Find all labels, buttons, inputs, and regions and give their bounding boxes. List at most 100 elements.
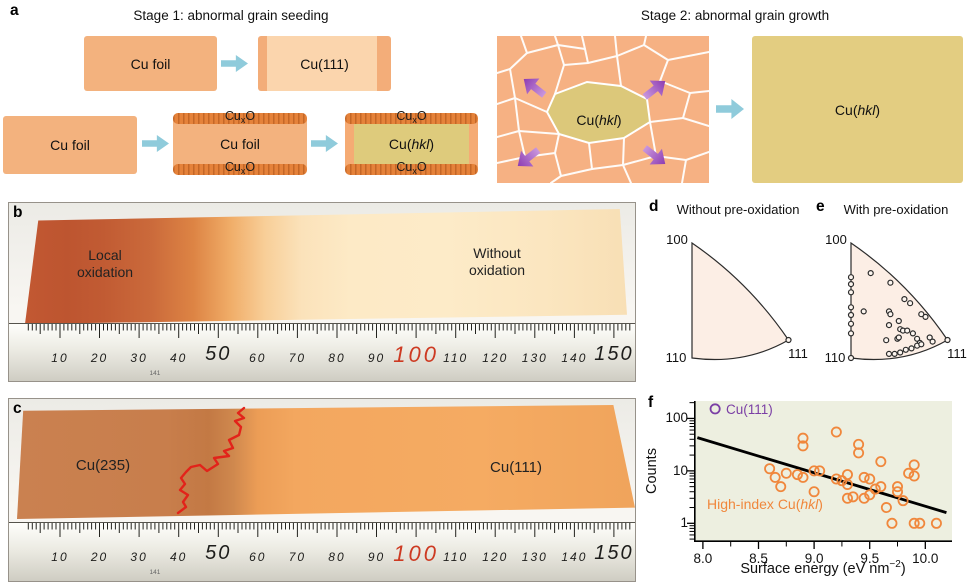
process-arrow-icon (311, 135, 338, 152)
x-tick-label: 10.0 (912, 551, 939, 566)
orientation-point (847, 320, 855, 327)
orientation-point (887, 311, 894, 318)
panel-a-label: a (10, 2, 19, 19)
cuxo-layer-bottom (345, 164, 478, 175)
orientation-points (847, 269, 951, 362)
panel-d-label: d (649, 198, 659, 215)
ruler-number: 120 (482, 351, 509, 365)
orientation-point (918, 311, 925, 318)
cuhkl-grown-box: Cu(hkl) (752, 36, 963, 183)
orientation-point (944, 336, 951, 344)
y-tick-label: 1 (680, 515, 688, 531)
oxidized-cu-foil-box: Cu foil CuxO CuxO (173, 109, 307, 176)
cu-foil-box-2: Cu foil (3, 116, 137, 174)
orientation-point (906, 300, 914, 307)
cuxo-label-bottom: CuxO (396, 160, 427, 177)
cuhkl-seed-box: Cu(hkl) CuxO CuxO (345, 109, 478, 177)
high-index-point (769, 471, 781, 483)
cuxo-layer-top (173, 113, 307, 124)
ruler-number: 110 (443, 351, 469, 365)
orientation-point (847, 311, 855, 319)
ruler-number: 50 (205, 343, 232, 365)
ruler-number: 60 (249, 550, 267, 564)
x-axis-title: Surface energy (eV nm−2) (740, 559, 906, 577)
x-tick-label: 8.0 (693, 551, 713, 566)
high-index-point (841, 478, 853, 490)
high-index-point (897, 495, 909, 507)
orientation-point (909, 330, 917, 337)
ruler-number: 70 (288, 550, 307, 564)
growth-arrow-icon (642, 80, 666, 100)
process-arrow-icon (221, 55, 248, 72)
high-index-point (797, 471, 809, 483)
panel-e-title: With pre-oxidation (843, 202, 949, 217)
ruler-number: 150 (594, 343, 634, 365)
orientation-point (895, 334, 902, 341)
growth-arrows (517, 78, 666, 167)
cu235-region-label: Cu(235) (75, 457, 131, 474)
orientation-point (922, 313, 929, 321)
ruler-number: 70 (288, 351, 307, 365)
process-arrow-icon (716, 99, 744, 119)
legend-high-index: High-index Cu(hkl) (707, 496, 823, 512)
orientation-point (895, 317, 902, 325)
grain-boundaries (497, 36, 709, 183)
without-oxidation-label: Without oxidation (468, 245, 526, 278)
high-index-point (930, 517, 942, 529)
abnormal-grain (545, 80, 652, 145)
high-index-point (808, 465, 820, 477)
cuhkl-grain-label: Cu(hkl) (576, 112, 621, 128)
growth-arrow-icon (642, 145, 666, 165)
ruler-number: 80 (328, 550, 346, 564)
process-arrow-icon (142, 135, 169, 152)
cu111-point (709, 403, 721, 415)
ruler-number: 140 (561, 550, 588, 564)
ruler-number: 60 (249, 351, 267, 365)
high-index-point (875, 481, 887, 493)
panel-c-label: c (13, 400, 22, 417)
ipf-triangle-without-preoxidation: 100 110 111 (666, 232, 808, 365)
orientation-point (901, 295, 908, 303)
high-index-point (775, 481, 787, 493)
y-tick-label: 100 (665, 410, 688, 426)
high-index-point (864, 489, 876, 501)
high-index-point (892, 486, 904, 498)
copper-foil-oxidation-gradient (25, 209, 627, 324)
panel-e-label: e (816, 198, 825, 215)
orientation-points (785, 336, 792, 344)
ruler-number: 80 (328, 351, 346, 365)
corner-111-label: 111 (947, 346, 967, 361)
corner-110-label: 110 (666, 350, 687, 365)
cuxo-label-top: CuxO (224, 109, 256, 126)
ruler-number: 30 (130, 351, 148, 365)
photo-panel-c: c Cu(235) Cu(111) 10 20 30 40 50 60 70 80 90 100 1… (8, 398, 636, 582)
orientation-point (847, 274, 855, 281)
high-index-point (780, 467, 792, 479)
ruler-number: 110 (443, 550, 469, 564)
cuhkl-label: Cu(hkl) (834, 101, 881, 118)
ruler-number: 30 (130, 550, 148, 564)
orientation-point (847, 354, 855, 362)
orientation-point (885, 321, 893, 329)
growth-arrow-icon (523, 78, 547, 98)
panel-d-title: Without pre-oxidation (676, 202, 800, 217)
ruler-number: 40 (169, 351, 188, 365)
cuxo-label-top: CuxO (396, 109, 427, 126)
ruler-number: 20 (90, 351, 109, 365)
orientation-point (860, 308, 867, 315)
cuxo-layer-bottom (173, 164, 307, 175)
corner-100-label: 100 (825, 232, 847, 247)
growth-arrow-icon (517, 147, 541, 167)
legend-cu111: Cu(111) (726, 402, 773, 417)
panel-b-label: b (13, 204, 23, 221)
cu-foil-box-1: Cu foil (84, 36, 217, 91)
cuhkl-label: Cu(hkl) (388, 136, 435, 152)
y-tick-label: 10 (672, 462, 688, 478)
orientation-point (847, 330, 855, 337)
high-index-point (830, 426, 842, 438)
cu111-box: Cu(111) (258, 36, 391, 91)
orientation-point (847, 304, 855, 311)
high-index-point (841, 492, 853, 504)
high-index-point (847, 491, 859, 503)
